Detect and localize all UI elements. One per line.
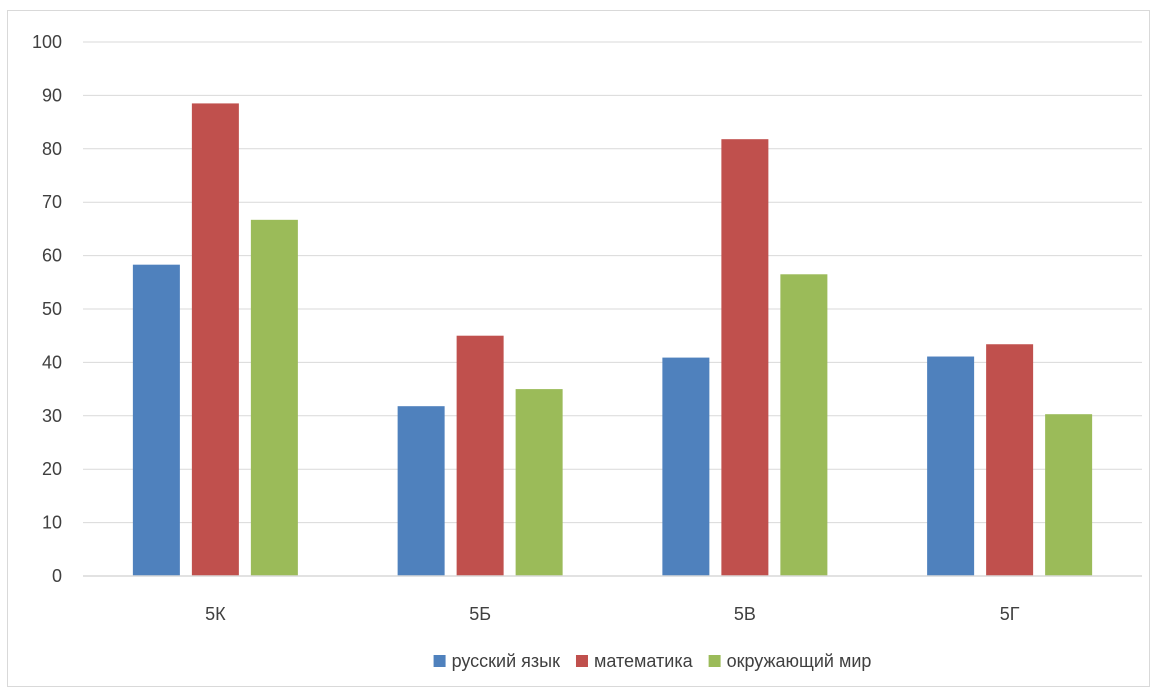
legend-label: окружающий мир bbox=[727, 651, 872, 671]
y-tick-label: 80 bbox=[42, 139, 62, 159]
bar-1-1 bbox=[132, 264, 180, 576]
y-tick-label: 50 bbox=[42, 299, 62, 319]
y-tick-label: 90 bbox=[42, 85, 62, 105]
legend-label: русский язык bbox=[452, 651, 561, 671]
y-tick-label: 100 bbox=[32, 32, 62, 52]
y-tick-label: 60 bbox=[42, 246, 62, 266]
bar-2-4 bbox=[986, 344, 1034, 576]
legend-swatch-2 bbox=[575, 655, 588, 667]
bar-2-2 bbox=[456, 335, 504, 576]
x-category-label: 5К bbox=[205, 604, 226, 624]
bar-3-2 bbox=[515, 389, 563, 576]
y-tick-label: 0 bbox=[52, 566, 62, 586]
x-category-label: 5Г bbox=[1000, 604, 1020, 624]
legend-swatch-1 bbox=[433, 655, 446, 667]
y-tick-label: 30 bbox=[42, 406, 62, 426]
y-tick-label: 40 bbox=[42, 352, 62, 372]
gridlines bbox=[83, 41, 1142, 524]
bar-3-4 bbox=[1045, 414, 1093, 576]
y-axis-ticks: 0 10 20 30 40 50 60 70 80 90 100 bbox=[32, 32, 62, 586]
x-category-label: 5Б bbox=[469, 604, 491, 624]
bar-2-1 bbox=[191, 103, 239, 576]
legend: русский язык математика окружающий мир bbox=[433, 651, 872, 671]
y-tick-label: 20 bbox=[42, 459, 62, 479]
x-category-label: 5В bbox=[734, 604, 756, 624]
legend-swatch-3 bbox=[708, 655, 721, 667]
bar-1-3 bbox=[662, 357, 710, 576]
legend-label: математика bbox=[594, 651, 694, 671]
bar-1-2 bbox=[397, 406, 445, 576]
bar-3-1 bbox=[250, 219, 298, 576]
bar-3-3 bbox=[780, 274, 828, 576]
bars bbox=[132, 103, 1093, 577]
y-tick-label: 10 bbox=[42, 513, 62, 533]
bar-1-4 bbox=[927, 356, 975, 576]
y-tick-label: 70 bbox=[42, 192, 62, 212]
bar-2-3 bbox=[721, 139, 769, 577]
category-labels: 5К 5Б 5В 5Г bbox=[205, 604, 1020, 624]
